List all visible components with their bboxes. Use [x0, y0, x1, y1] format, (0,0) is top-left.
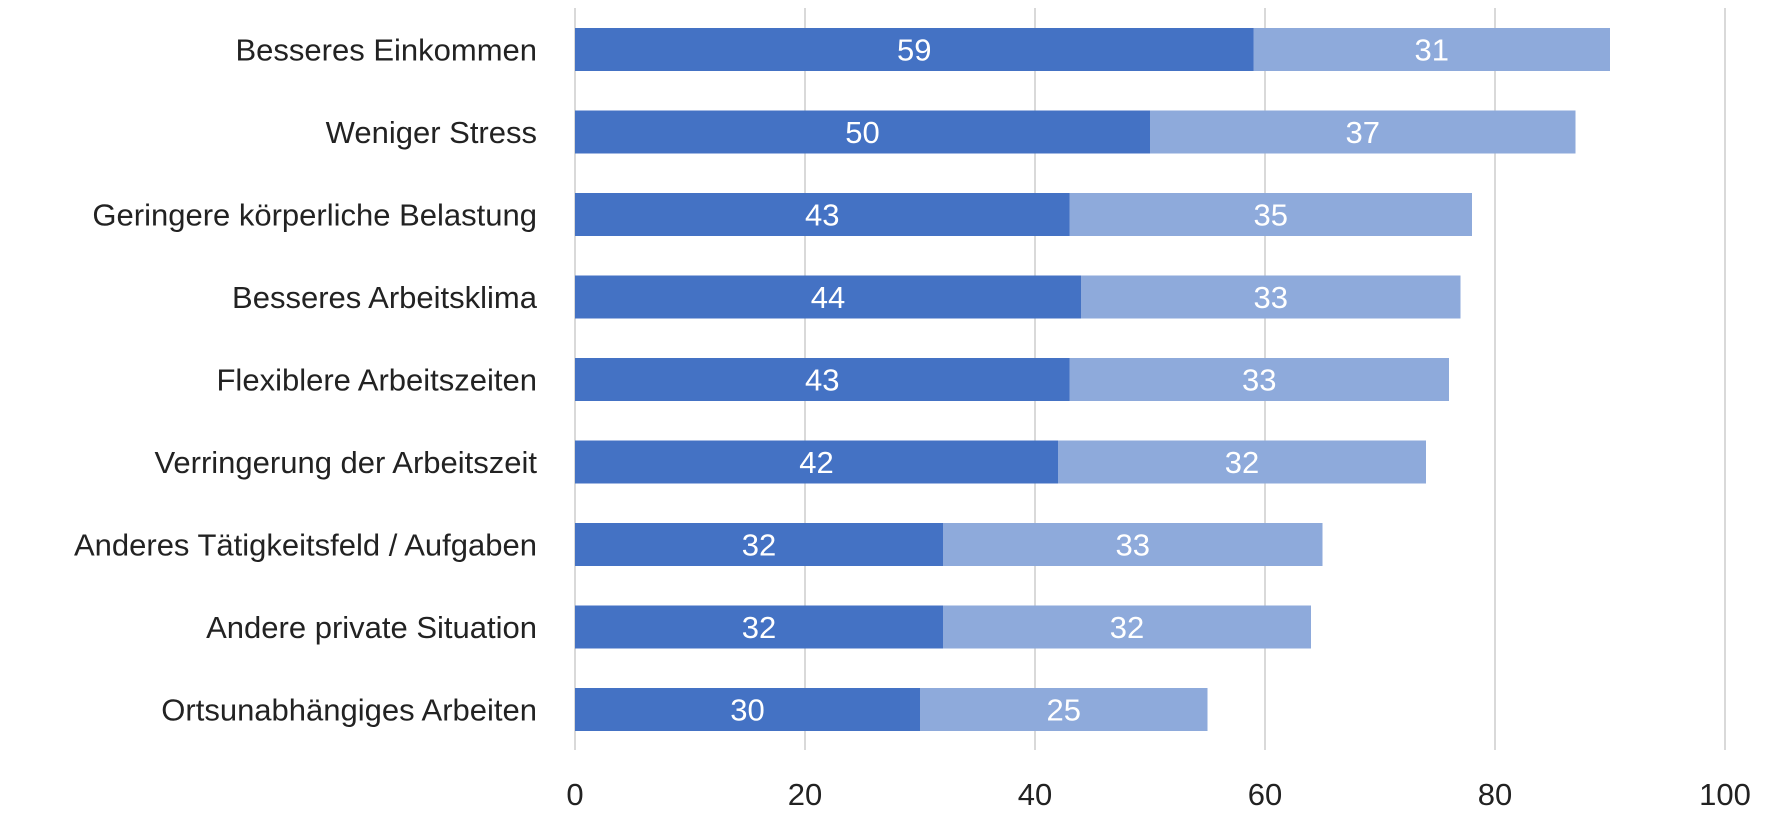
bar-segment-series-2 — [920, 688, 1208, 731]
x-axis-tick-labels: 0 20 40 60 80 100 — [566, 777, 1750, 812]
bars: 59 31 50 37 43 35 44 33 43 33 42 32 32 33 32 32 30 25 — [575, 28, 1610, 731]
data-label: 37 — [1346, 115, 1380, 150]
data-label: 33 — [1254, 280, 1288, 315]
bar-segment-series-1 — [575, 358, 1070, 401]
bar-segment-series-1 — [575, 440, 1058, 484]
category-label: Besseres Arbeitsklima — [232, 280, 538, 315]
data-label: 33 — [1116, 528, 1150, 563]
bar-segment-series-2 — [1253, 28, 1610, 71]
data-label: 31 — [1415, 33, 1449, 68]
bar-segment-series-1 — [575, 523, 943, 566]
data-label: 43 — [805, 198, 839, 233]
x-tick-label: 0 — [566, 777, 583, 812]
x-tick-label: 60 — [1248, 777, 1282, 812]
bar-segment-series-2 — [1069, 193, 1472, 236]
data-label: 44 — [811, 280, 845, 315]
bar-segment-series-2 — [943, 523, 1323, 566]
bar-segment-series-1 — [575, 28, 1254, 71]
category-label: Geringere körperliche Belastung — [92, 198, 537, 233]
category-label: Anderes Tätigkeitsfeld / Aufgaben — [74, 528, 537, 563]
x-tick-label: 40 — [1018, 777, 1052, 812]
category-label: Verringerung der Arbeitszeit — [154, 445, 537, 480]
data-label: 30 — [730, 693, 764, 728]
x-tick-label: 100 — [1699, 777, 1751, 812]
data-label: 32 — [1110, 610, 1144, 645]
data-label: 50 — [845, 115, 879, 150]
bar-segment-series-1 — [575, 193, 1070, 236]
bar-segment-series-1 — [575, 688, 920, 731]
data-label: 32 — [742, 528, 776, 563]
bar-segment-series-1 — [575, 275, 1081, 319]
bar-segment-series-1 — [575, 605, 943, 649]
data-label: 33 — [1242, 363, 1276, 398]
data-label: 35 — [1254, 198, 1288, 233]
bar-segment-series-2 — [1081, 275, 1461, 319]
data-label: 25 — [1047, 693, 1081, 728]
bar-segment-series-2 — [943, 605, 1311, 649]
bar-segment-series-2 — [1058, 440, 1426, 484]
category-label: Andere private Situation — [206, 610, 537, 645]
data-label: 59 — [897, 33, 931, 68]
category-label: Weniger Stress — [326, 115, 537, 150]
x-tick-label: 20 — [788, 777, 822, 812]
bar-segment-series-2 — [1150, 110, 1576, 154]
x-tick-label: 80 — [1478, 777, 1512, 812]
data-label: 32 — [742, 610, 776, 645]
category-label: Ortsunabhängiges Arbeiten — [161, 693, 537, 728]
category-label: Besseres Einkommen — [235, 33, 537, 68]
data-label: 32 — [1225, 445, 1259, 480]
category-label: Flexiblere Arbeitszeiten — [217, 363, 538, 398]
data-label: 42 — [799, 445, 833, 480]
bar-segment-series-2 — [1069, 358, 1449, 401]
data-label: 43 — [805, 363, 839, 398]
category-labels: Besseres Einkommen Weniger Stress Geringer… — [74, 33, 538, 728]
bar-segment-series-1 — [575, 110, 1150, 154]
